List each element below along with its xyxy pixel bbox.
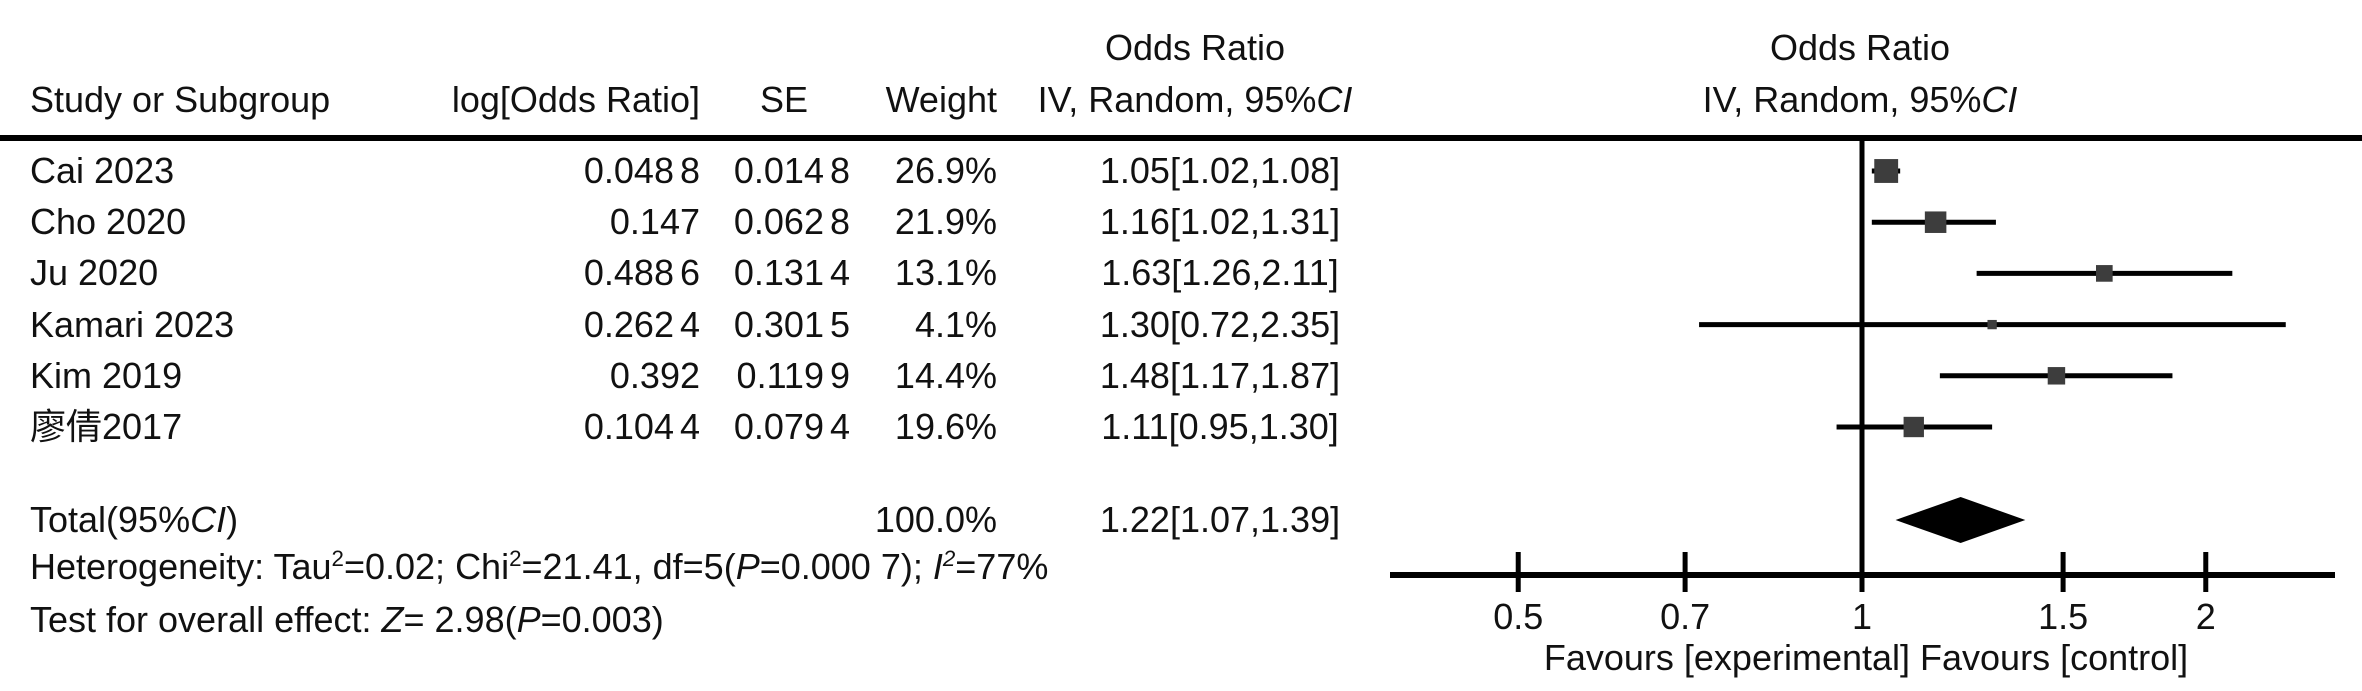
text-segment: IV, Random, 95% [1037, 79, 1317, 120]
ci-text: 1.48[1.17,1.87] [1099, 354, 1341, 396]
weight-value: 19.6% [894, 406, 997, 447]
study-name: Cai 2023 [30, 150, 175, 191]
total-label: Total(95%CI) [30, 502, 238, 538]
col-header-weight: Weight [885, 79, 997, 120]
se-value: 0.131 4 [733, 252, 850, 294]
x-axis-tick-label: 1 [1851, 596, 1873, 637]
log-or-value: 0.048 8 [583, 150, 700, 191]
x-axis-tick-label: 1.5 [2038, 596, 2089, 637]
text-segment: P [516, 599, 541, 640]
ci-text: 1.11[0.95,1.30] [1101, 406, 1339, 447]
text-segment: Total(95% [30, 499, 191, 540]
x-axis-tick-label: 2 [2195, 596, 2216, 637]
total-weight: 100.0% [874, 499, 997, 540]
se-value: 0.301 5 [733, 303, 850, 345]
study-name: 廖倩2017 [30, 406, 183, 447]
text-segment: 2 [942, 546, 956, 571]
weight-value: 21.9% [894, 201, 997, 243]
text-segment: Z [381, 599, 404, 640]
point-estimate-square [2047, 367, 2066, 385]
col-header-log-odds-ratio: log[Odds Ratio] [451, 79, 700, 120]
total-ci-text: 1.22[1.07,1.39] [1099, 499, 1341, 540]
text-segment: Heterogeneity: Tau [30, 546, 332, 587]
col-header-or-ci-line1: Odds Ratio [1104, 27, 1286, 68]
point-estimate-square [1924, 211, 1947, 233]
log-or-value: 0.104 4 [583, 406, 700, 447]
total-effect-diamond [1895, 497, 2026, 543]
log-or-value: 0.392 [609, 354, 700, 396]
x-axis-tick-label: 0.5 [1493, 596, 1544, 637]
point-estimate-square [1987, 319, 1997, 330]
col-header-or-ci-line2: IV, Random, 95%CI [1038, 82, 1353, 118]
text-segment: IV, Random, 95% [1702, 79, 1982, 120]
se-value: 0.014 8 [733, 150, 850, 191]
text-segment: CI [1316, 79, 1353, 120]
point-estimate-square [2095, 265, 2113, 282]
weight-value: 26.9% [894, 150, 997, 191]
ci-text: 1.05[1.02,1.08] [1099, 150, 1341, 191]
col-header-plot-line2: IV, Random, 95%CI [1703, 82, 2018, 118]
ci-text: 1.30[0.72,2.35] [1099, 303, 1341, 345]
x-axis-caption: Favours [experimental] Favours [control] [1543, 637, 2189, 678]
text-segment: CI [190, 499, 227, 540]
text-segment: P [735, 546, 760, 587]
se-value: 0.062 8 [733, 201, 850, 243]
log-or-value: 0.147 [609, 201, 700, 243]
weight-value: 4.1% [914, 303, 997, 345]
text-segment: = 2.98( [403, 599, 517, 640]
point-estimate-square [1874, 159, 1899, 183]
text-segment: 2 [331, 546, 344, 571]
col-header-plot-line1: Odds Ratio [1769, 27, 1951, 68]
text-segment: Test for overall effect: [30, 599, 382, 640]
study-name: Kamari 2023 [30, 303, 235, 345]
text-segment: I [932, 546, 943, 587]
point-estimate-square [1903, 416, 1924, 438]
ci-text: 1.63[1.26,2.11] [1101, 252, 1339, 294]
text-segment: =0.000 7); [759, 546, 933, 587]
col-header-se: SE [759, 79, 809, 120]
study-name: Cho 2020 [30, 201, 187, 243]
text-segment: 2 [509, 546, 522, 571]
ci-text: 1.16[1.02,1.31] [1099, 201, 1341, 243]
se-value: 0.119 9 [736, 354, 850, 396]
study-name: Ju 2020 [30, 252, 159, 294]
heterogeneity-text: Heterogeneity: Tau2=0.02; Chi2=21.41, df… [30, 546, 1049, 587]
text-segment: =0.02; Chi [343, 546, 510, 587]
x-axis-tick-label: 0.7 [1660, 596, 1711, 637]
text-segment: =0.003) [540, 599, 664, 640]
weight-value: 14.4% [894, 354, 997, 396]
text-segment: =21.41, df=5( [521, 546, 736, 587]
se-value: 0.079 4 [733, 406, 850, 447]
log-or-value: 0.262 4 [583, 303, 700, 345]
text-segment: =77% [955, 546, 1049, 587]
weight-value: 13.1% [894, 252, 997, 294]
text-segment: ) [226, 499, 239, 540]
col-header-study: Study or Subgroup [30, 79, 331, 120]
text-segment: CI [1981, 79, 2018, 120]
header-rule [0, 135, 2362, 141]
study-name: Kim 2019 [30, 354, 183, 396]
log-or-value: 0.488 6 [583, 252, 700, 294]
overall-effect-text: Test for overall effect: Z= 2.98(P=0.003… [30, 602, 664, 638]
